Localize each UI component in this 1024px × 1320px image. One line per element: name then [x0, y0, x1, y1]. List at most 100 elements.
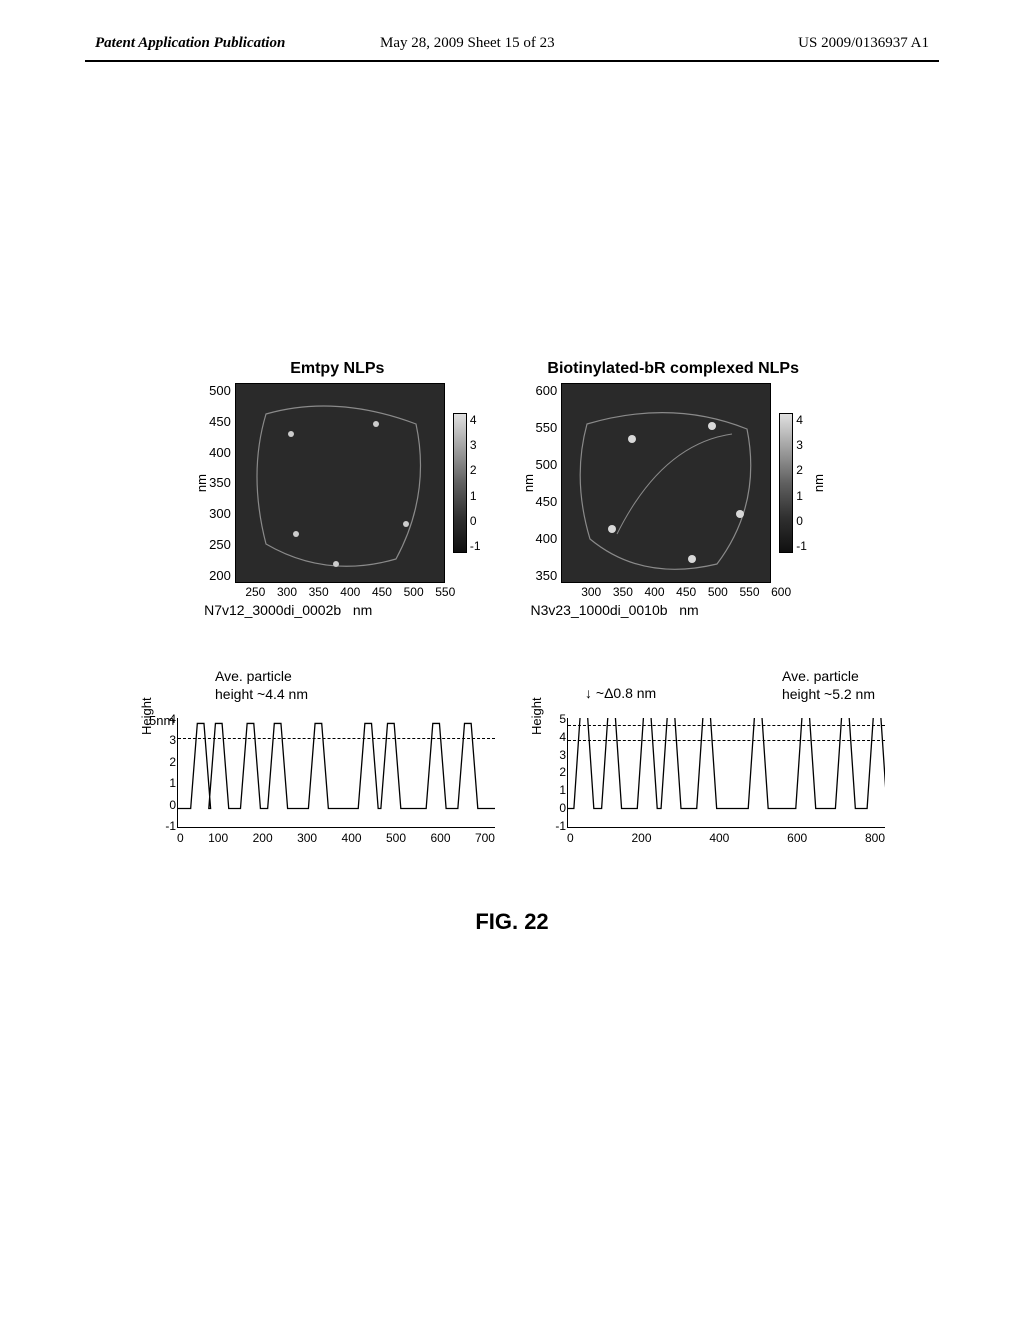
- heatmap-right-xticks: 300 350 400 450 500 550 600: [581, 585, 791, 599]
- ytick: 1: [548, 783, 566, 797]
- xtick: 500: [708, 585, 728, 599]
- xtick: 200: [631, 831, 651, 845]
- cbtick: 1: [796, 489, 807, 503]
- profile-right-xticks: 0 200 400 600 800: [567, 831, 885, 845]
- ytick: 2: [548, 765, 566, 779]
- heatmaps-row: Emtpy NLPs nm 500 450 400 350 300 250 20…: [130, 360, 890, 618]
- heatmap-left-yunit: nm: [194, 474, 209, 492]
- xtick: 300: [277, 585, 297, 599]
- heatmap-right-yunit: nm: [521, 474, 536, 492]
- profiles-row: Ave. particle height ~4.4 nm Height 5nm …: [130, 673, 890, 845]
- profile-left-xticks: 0 100 200 300 400 500 600 700: [177, 831, 495, 845]
- xtick: 450: [676, 585, 696, 599]
- ytick: 450: [536, 494, 558, 509]
- xtick: 600: [430, 831, 450, 845]
- delta-text: ~Δ0.8 nm: [596, 685, 656, 701]
- profile-right-yticks: 5 4 3 2 1 0 -1: [548, 712, 566, 833]
- cbtick: 2: [470, 463, 481, 477]
- profile-left: Ave. particle height ~4.4 nm Height 5nm …: [135, 673, 495, 845]
- ytick: 4: [548, 730, 566, 744]
- figure-caption: FIG. 22: [0, 909, 1024, 935]
- ytick: 200: [209, 568, 231, 583]
- ytick: 3: [158, 733, 176, 747]
- xtick: 800: [865, 831, 885, 845]
- header-left: Patent Application Publication: [95, 35, 285, 52]
- ytick: 450: [209, 414, 231, 429]
- profile-left-annot: Ave. particle height ~4.4 nm: [215, 668, 308, 703]
- xtick: 400: [340, 585, 360, 599]
- xtick: 450: [372, 585, 392, 599]
- xtick: 0: [177, 831, 184, 845]
- xtick: 400: [709, 831, 729, 845]
- heatmap-left-image: [235, 383, 445, 583]
- ytick: 550: [536, 420, 558, 435]
- xtick: 350: [613, 585, 633, 599]
- cbtick: 2: [796, 463, 807, 477]
- ytick: 600: [536, 383, 558, 398]
- heatmap-right-title: Biotinylated-bR complexed NLPs: [547, 360, 799, 378]
- ytick: 3: [548, 748, 566, 762]
- xtick: 0: [567, 831, 574, 845]
- heatmap-right-cb-unit: nm: [811, 474, 826, 492]
- heatmap-left-cbticks: 4 3 2 1 0 -1: [470, 413, 481, 553]
- heatmap-right: Biotinylated-bR complexed NLPs nm 600 55…: [521, 360, 826, 618]
- heatmap-left-title: Emtpy NLPs: [290, 360, 384, 378]
- xtick: 550: [739, 585, 759, 599]
- heatmap-right-xunit: nm: [679, 602, 698, 618]
- ytick: -1: [158, 819, 176, 833]
- profile-left-plot: 4 3 2 1 0 -1: [177, 718, 495, 828]
- profile-right-annot-delta: ↓ ~Δ0.8 nm: [585, 685, 656, 703]
- cbtick: 0: [470, 514, 481, 528]
- cbtick: 4: [470, 413, 481, 427]
- heatmap-right-sample: N3v23_1000di_0010b: [531, 602, 668, 618]
- xtick: 100: [208, 831, 228, 845]
- cbtick: 1: [470, 489, 481, 503]
- cbtick: -1: [470, 539, 481, 553]
- header-divider: [85, 60, 939, 62]
- ytick: -1: [548, 819, 566, 833]
- cbtick: -1: [796, 539, 807, 553]
- xtick: 250: [245, 585, 265, 599]
- header-center: May 28, 2009 Sheet 15 of 23: [380, 35, 555, 52]
- heatmap-left: Emtpy NLPs nm 500 450 400 350 300 250 20…: [194, 360, 480, 618]
- ytick: 0: [548, 801, 566, 815]
- ytick: 5: [548, 712, 566, 726]
- xtick: 200: [253, 831, 273, 845]
- ytick: 250: [209, 537, 231, 552]
- heatmap-left-yticks: 500 450 400 350 300 250 200: [209, 383, 231, 583]
- heatmap-left-colorbar: [453, 413, 467, 553]
- ytick: 500: [536, 457, 558, 472]
- cbtick: 4: [796, 413, 807, 427]
- cbtick: 0: [796, 514, 807, 528]
- profile-right-plot: 5 4 3 2 1 0 -1: [567, 718, 885, 828]
- header-right: US 2009/0136937 A1: [798, 35, 929, 52]
- heatmap-right-yticks: 600 550 500 450 400 350: [536, 383, 558, 583]
- xtick: 300: [581, 585, 601, 599]
- cbtick: 3: [470, 438, 481, 452]
- heatmap-left-xticks: 250 300 350 400 450 500 550: [245, 585, 455, 599]
- profile-right-trace: [568, 718, 885, 827]
- heatmap-right-colorbar: [779, 413, 793, 553]
- figure-area: Emtpy NLPs nm 500 450 400 350 300 250 20…: [130, 360, 890, 845]
- ytick: 4: [158, 712, 176, 726]
- profile-right-annot: Ave. particle height ~5.2 nm: [782, 668, 875, 703]
- afm-image-svg: [236, 384, 446, 584]
- profile-right: ↓ ~Δ0.8 nm Ave. particle height ~5.2 nm …: [525, 673, 885, 845]
- ytick: 500: [209, 383, 231, 398]
- heatmap-right-cbticks: 4 3 2 1 0 -1: [796, 413, 807, 553]
- ytick: 300: [209, 506, 231, 521]
- xtick: 550: [435, 585, 455, 599]
- xtick: 700: [475, 831, 495, 845]
- profile-right-ylabel: Height: [529, 697, 544, 735]
- ytick: 400: [536, 531, 558, 546]
- ytick: 350: [209, 475, 231, 490]
- xtick: 500: [404, 585, 424, 599]
- ytick: 0: [158, 798, 176, 812]
- ytick: 350: [536, 568, 558, 583]
- heatmap-right-image: [561, 383, 771, 583]
- heatmap-left-sample: N7v12_3000di_0002b: [204, 602, 341, 618]
- xtick: 400: [342, 831, 362, 845]
- afm-image-svg: [562, 384, 772, 584]
- ytick: 1: [158, 776, 176, 790]
- profile-left-trace: [178, 718, 495, 827]
